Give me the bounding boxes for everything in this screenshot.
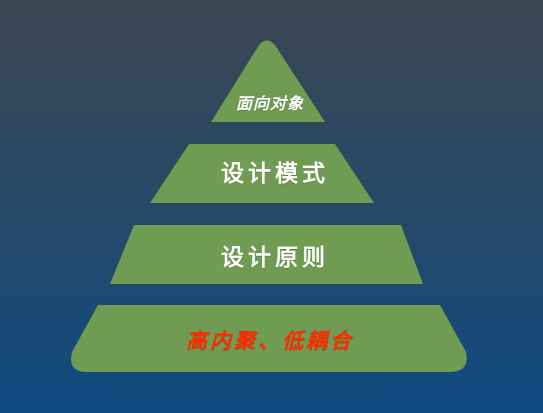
pyramid-tier-2 bbox=[150, 144, 374, 203]
pyramid-label-top: 面向对象 bbox=[235, 94, 304, 113]
pyramid-label-bottom: 高内聚、低耦合 bbox=[186, 328, 354, 353]
pyramid-tier-4 bbox=[71, 305, 467, 372]
pyramid-label-second: 设计模式 bbox=[221, 160, 329, 187]
pyramid-label-third: 设计原则 bbox=[221, 244, 329, 271]
pyramid-tier-3 bbox=[110, 225, 423, 284]
pyramid-tier-1 bbox=[211, 40, 325, 122]
